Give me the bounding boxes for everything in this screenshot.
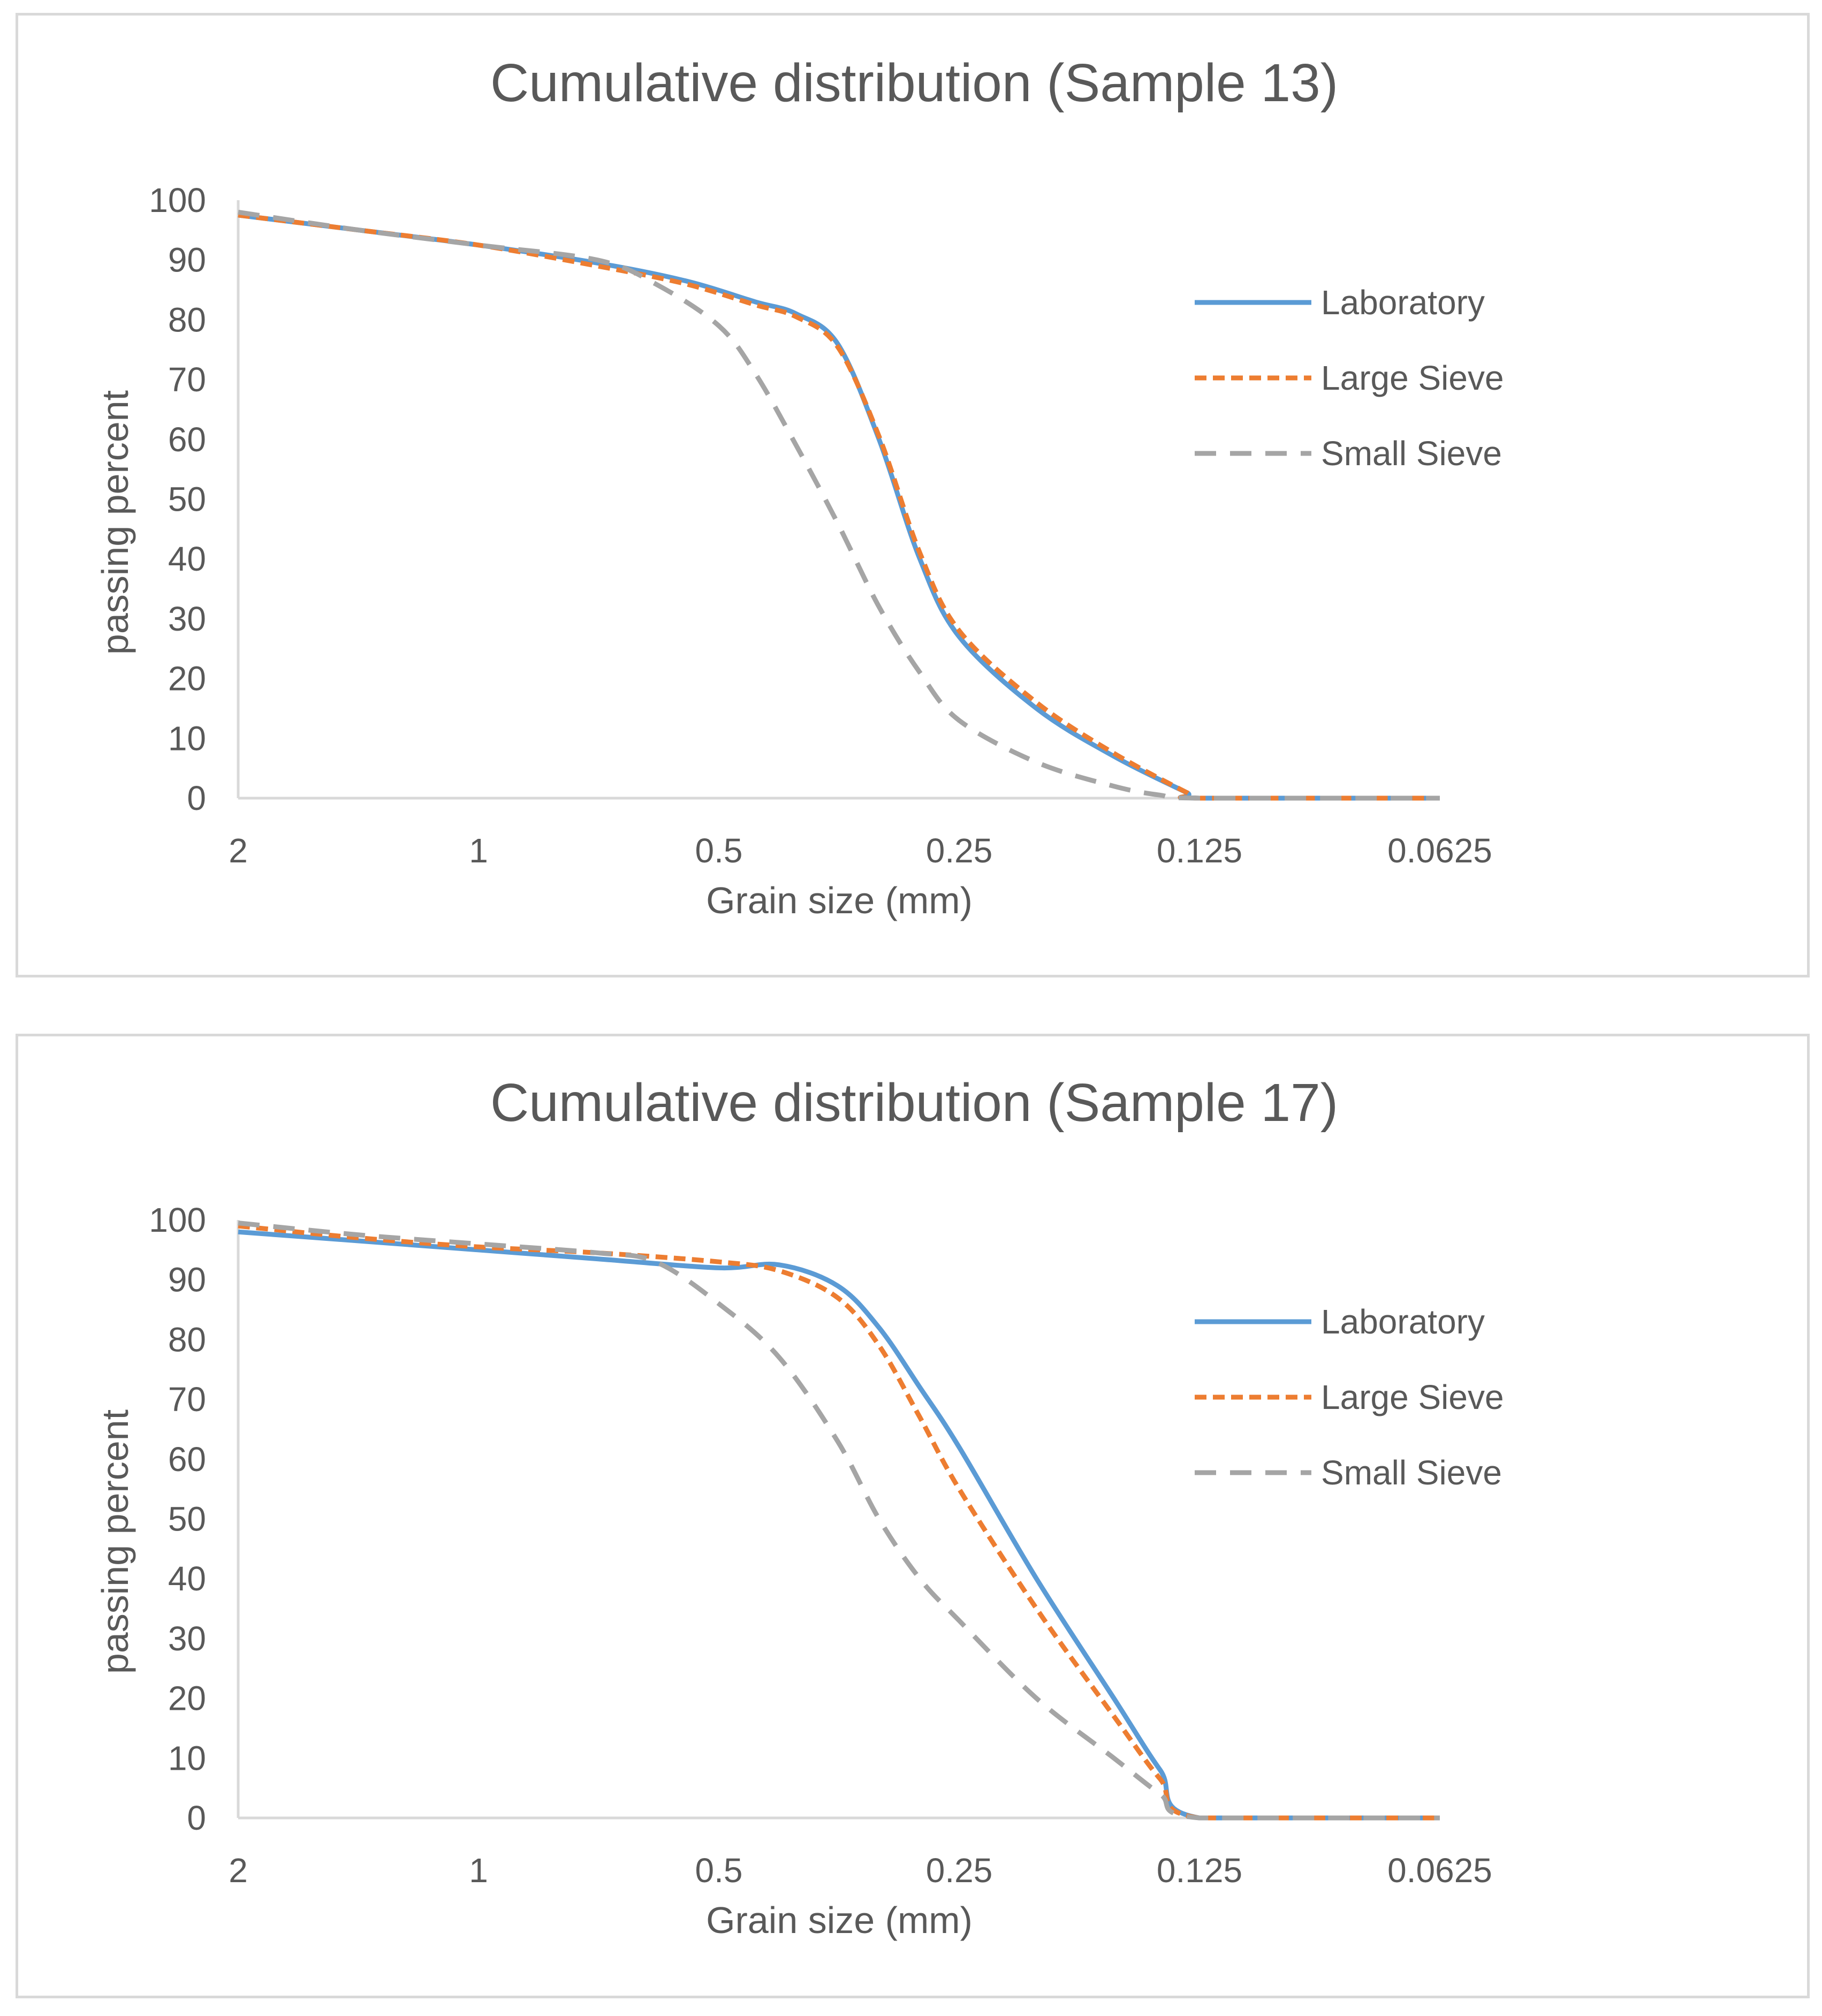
y-tick-label: 100 <box>149 1201 206 1239</box>
series-line-small-sieve <box>238 209 1440 801</box>
y-tick-label: 30 <box>168 600 206 638</box>
y-tick-label: 0 <box>187 779 206 817</box>
chart-title: Cumulative distribution (Sample 17) <box>490 1073 1338 1133</box>
chart-sample-13: Cumulative distribution (Sample 13) pass… <box>94 53 1504 921</box>
x-axis-title: Grain size (mm) <box>706 880 973 921</box>
x-tick-label: 1 <box>469 831 488 870</box>
series-line-laboratory <box>238 1229 1440 1821</box>
chart-sample-17: Cumulative distribution (Sample 17) pass… <box>94 1073 1504 1941</box>
x-tick-label: 0.125 <box>1157 831 1242 870</box>
data-series-group <box>238 1221 1440 1821</box>
x-tick-label: 0.5 <box>695 831 743 870</box>
legend: Laboratory Large Sieve Small Sieve <box>1195 283 1504 473</box>
y-tick-label: 50 <box>168 1500 206 1538</box>
legend-label: Large Sieve <box>1321 359 1504 397</box>
x-axis-ticks: 2 1 0.5 0.25 0.125 0.0625 <box>229 1851 1492 1890</box>
chart-panel-sample-13: Cumulative distribution (Sample 13) pass… <box>16 13 1810 977</box>
y-tick-label: 10 <box>168 1739 206 1777</box>
y-tick-label: 90 <box>168 241 206 279</box>
legend-label: Large Sieve <box>1321 1378 1504 1416</box>
x-axis-title: Grain size (mm) <box>706 1899 973 1941</box>
y-axis-title: passing percent <box>94 1409 136 1674</box>
x-tick-label: 0.25 <box>926 1851 993 1890</box>
y-tick-label: 90 <box>168 1261 206 1299</box>
y-tick-label: 100 <box>149 181 206 219</box>
y-tick-label: 40 <box>168 1559 206 1598</box>
chart-title: Cumulative distribution (Sample 13) <box>490 53 1338 113</box>
y-axis-ticks: 0 10 20 30 40 50 60 70 80 90 100 <box>149 1201 206 1837</box>
y-tick-label: 70 <box>168 1380 206 1419</box>
y-axis-ticks: 0 10 20 30 40 50 60 70 80 90 100 <box>149 181 206 817</box>
x-tick-label: 0.0625 <box>1387 831 1492 870</box>
y-tick-label: 40 <box>168 540 206 578</box>
legend: Laboratory Large Sieve Small Sieve <box>1195 1302 1504 1492</box>
x-tick-label: 0.125 <box>1157 1851 1242 1890</box>
y-axis-title: passing percent <box>94 390 136 655</box>
legend-label: Laboratory <box>1321 1302 1485 1341</box>
x-tick-label: 0.25 <box>926 831 993 870</box>
x-tick-label: 2 <box>229 831 248 870</box>
x-axis-ticks: 2 1 0.5 0.25 0.125 0.0625 <box>229 831 1492 870</box>
y-tick-label: 60 <box>168 1440 206 1479</box>
series-line-small-sieve <box>238 1221 1440 1821</box>
y-tick-label: 20 <box>168 660 206 698</box>
x-tick-label: 1 <box>469 1851 488 1890</box>
legend-label: Small Sieve <box>1321 434 1502 473</box>
y-tick-label: 80 <box>168 1320 206 1359</box>
data-series-group <box>238 209 1440 801</box>
y-tick-label: 20 <box>168 1679 206 1718</box>
y-tick-label: 30 <box>168 1619 206 1658</box>
y-tick-label: 10 <box>168 719 206 757</box>
x-tick-label: 2 <box>229 1851 248 1890</box>
y-tick-label: 70 <box>168 360 206 399</box>
series-line-large-sieve <box>238 1223 1440 1821</box>
x-tick-label: 0.0625 <box>1387 1851 1492 1890</box>
y-tick-label: 50 <box>168 480 206 519</box>
y-tick-label: 80 <box>168 300 206 339</box>
legend-label: Small Sieve <box>1321 1453 1502 1492</box>
chart-panel-sample-17: Cumulative distribution (Sample 17) pass… <box>16 1034 1810 1998</box>
x-tick-label: 0.5 <box>695 1851 743 1890</box>
y-tick-label: 0 <box>187 1799 206 1837</box>
series-line-large-sieve <box>238 213 1440 801</box>
legend-label: Laboratory <box>1321 283 1485 322</box>
y-tick-label: 60 <box>168 420 206 459</box>
